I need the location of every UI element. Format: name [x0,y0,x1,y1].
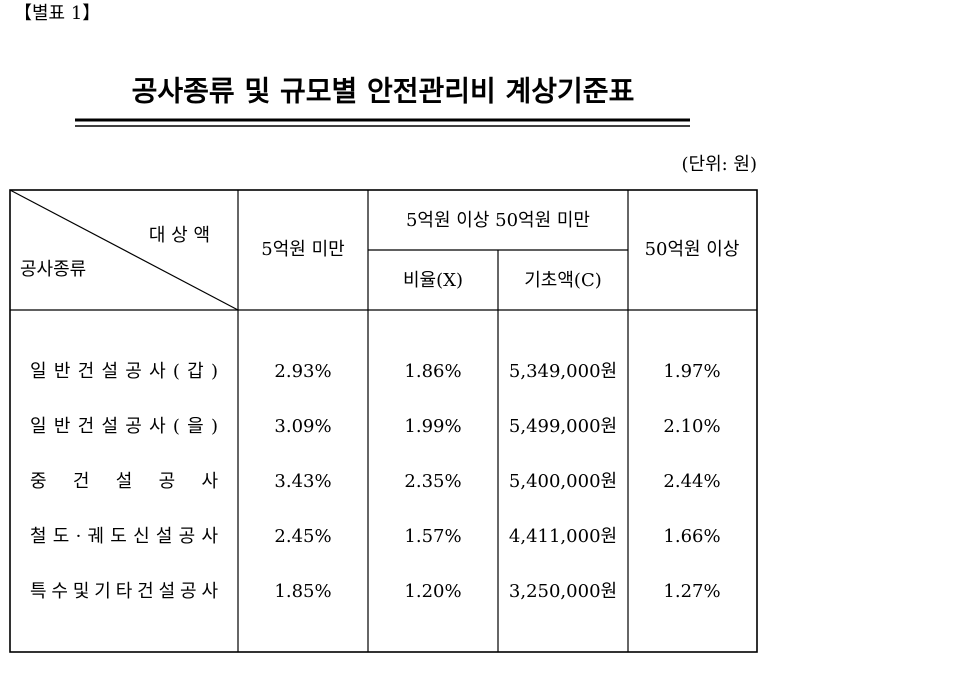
col-header: 비율(X) [403,270,463,291]
cell: 1.99% [404,416,461,437]
cell: 3.09% [274,416,331,437]
cell: 3,250,000원 [509,581,617,602]
row-label: 철도·궤도신설공사 [30,526,218,547]
cell: 1.66% [663,526,720,547]
col-header: 50억원 이상 [645,239,740,260]
cell: 1.57% [404,526,461,547]
cell: 2.45% [274,526,331,547]
row-label: 일반건설공사(을) [30,416,218,437]
row-label: 특수및기타건설공사 [30,581,218,602]
col-header: 5억원 이상 50억원 미만 [406,210,590,231]
diagonal [9,189,239,311]
cell: 4,411,000원 [509,526,617,547]
cell: 5,400,000원 [509,471,617,492]
row-label: 중건설공사 [30,471,218,492]
cell: 1.27% [663,581,720,602]
cell: 2.93% [274,361,331,382]
cell: 2.10% [663,416,720,437]
unit-note: (단위: 원) [681,154,757,175]
doc-title: 공사종류 및 규모별 안전관리비 계상기준표 [132,75,635,108]
table-border [9,189,758,653]
doc-label: 【별표 1】 [14,3,100,24]
cell: 1.86% [404,361,461,382]
cell: 1.20% [404,581,461,602]
corner-bottom: 공사종류 [20,259,86,280]
cell: 2.35% [404,471,461,492]
table-body: 일반건설공사(갑) 2.93% 1.86% 5,349,000원 1.97% 일반건설공사… [30,361,721,602]
cell: 1.97% [663,361,720,382]
cell: 5,349,000원 [509,361,617,382]
cell: 3.43% [274,471,331,492]
corner-top: 대 상 액 [149,225,210,246]
col-header: 기초액(C) [524,270,602,291]
cell: 5,499,000원 [509,416,617,437]
cell: 2.44% [663,471,720,492]
row-label: 일반건설공사(갑) [30,361,218,382]
cell: 1.85% [274,581,331,602]
col-header: 5억원 미만 [261,239,344,260]
